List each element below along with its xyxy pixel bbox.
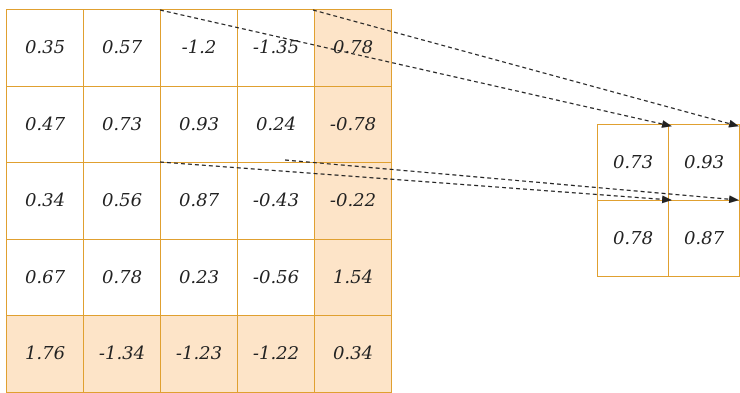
input-cell: 0.73 — [83, 85, 161, 163]
pool-arrow-top-right — [312, 9, 739, 128]
input-cell: 0.35 — [6, 9, 84, 87]
input-cell-padded: 1.54 — [314, 238, 392, 316]
input-cell-padded: -0.22 — [314, 162, 392, 240]
pool-arrow-top-left — [159, 9, 672, 128]
output-row: 0.78 0.87 — [597, 200, 740, 277]
input-cell-padded: 1.76 — [6, 315, 84, 393]
output-matrix: 0.73 0.93 0.78 0.87 — [597, 124, 740, 277]
input-cell: 0.34 — [6, 162, 84, 240]
input-row: 0.34 0.56 0.87 -0.43 -0.22 — [6, 162, 392, 240]
input-cell: 0.87 — [160, 162, 238, 240]
input-cell-padded: -1.22 — [237, 315, 315, 393]
input-cell-padded: -0.78 — [314, 85, 392, 163]
pool-arrow-bottom-right — [284, 159, 739, 204]
input-row: 0.67 0.78 0.23 -0.56 1.54 — [6, 238, 392, 316]
input-cell: 0.78 — [83, 238, 161, 316]
output-cell: 0.78 — [597, 200, 669, 277]
pooling-arrows — [159, 9, 739, 204]
pool-arrow-bottom-left — [159, 161, 672, 204]
input-cell: 0.47 — [6, 85, 84, 163]
input-cell: -1.35 — [237, 9, 315, 87]
input-row: 0.47 0.73 0.93 0.24 -0.78 — [6, 85, 392, 163]
input-cell-padded: 0.34 — [314, 315, 392, 393]
input-cell: 0.23 — [160, 238, 238, 316]
output-cell: 0.93 — [668, 124, 740, 201]
output-cell: 0.87 — [668, 200, 740, 277]
input-cell-padded: -1.23 — [160, 315, 238, 393]
input-row: 1.76 -1.34 -1.23 -1.22 0.34 — [6, 315, 392, 393]
input-matrix: 0.35 0.57 -1.2 -1.35 0.78 0.47 0.73 0.93… — [6, 9, 392, 393]
input-cell: 0.67 — [6, 238, 84, 316]
input-cell: 0.24 — [237, 85, 315, 163]
input-cell: -0.56 — [237, 238, 315, 316]
input-cell: 0.57 — [83, 9, 161, 87]
input-cell-padded: -1.34 — [83, 315, 161, 393]
input-cell: -0.43 — [237, 162, 315, 240]
input-cell: 0.93 — [160, 85, 238, 163]
